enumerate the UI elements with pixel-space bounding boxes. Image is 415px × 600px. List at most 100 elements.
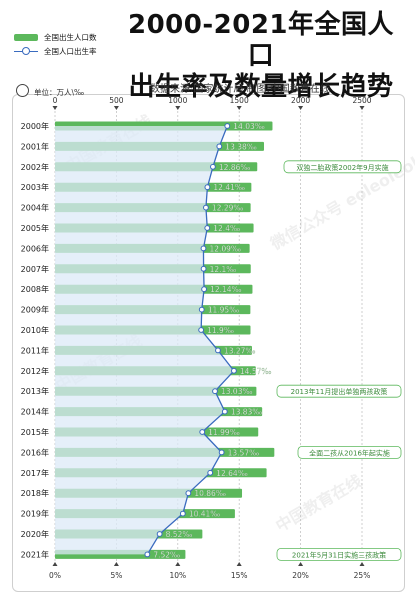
birth-rate-value-label: 10.86‰ — [194, 489, 226, 498]
year-label: 2019年 — [21, 509, 49, 519]
birth-rate-value-label: 14.57‰ — [240, 367, 272, 376]
year-label: 2011年 — [21, 345, 49, 355]
birth-rate-value-label: 13.38‰ — [225, 142, 257, 151]
birth-rate-point — [204, 225, 211, 231]
bottom-axis-tick-label: 0% — [49, 571, 61, 580]
title-line-2: 出生率及数量增长趋势 — [128, 72, 394, 102]
birth-rate-point — [179, 510, 186, 517]
birth-rate-point — [218, 449, 225, 456]
year-label: 2012年 — [21, 366, 49, 376]
birth-rate-point — [207, 469, 214, 476]
birth-rate-value-label: 12.14‰ — [210, 285, 242, 294]
birth-rate-value-label: 12.29‰ — [212, 204, 244, 213]
year-label: 2005年 — [21, 223, 49, 233]
top-axis-tick-marker — [298, 106, 304, 110]
bar-swatch-icon — [14, 33, 38, 41]
year-label: 2020年 — [21, 529, 49, 539]
bottom-axis-tick-label: 5% — [110, 571, 122, 580]
birth-rate-value-label: 12.1‰ — [210, 265, 237, 274]
top-axis-tick-label: 2500 — [352, 96, 371, 105]
birth-rate-point — [156, 531, 163, 537]
birth-rate-value-label: 14.03‰ — [233, 122, 265, 131]
top-axis-tick-marker — [175, 106, 181, 110]
bottom-axis-tick-marker — [175, 562, 181, 566]
birth-rate-point — [200, 265, 207, 272]
birth-rate-value-label: 13.83‰ — [231, 408, 263, 417]
birth-rate-value-label: 12.41‰ — [213, 183, 245, 192]
birth-rate-value-label: 11.9‰ — [207, 326, 234, 335]
birth-rate-point — [200, 245, 207, 252]
birth-rate-value-label: 10.41‰ — [189, 510, 221, 519]
bottom-axis-tick-marker — [298, 562, 304, 566]
year-label: 2003年 — [21, 182, 49, 192]
title-line-1: 2000-2021年全国人口 — [127, 10, 395, 71]
legend-item-births: 全国出生人口数 — [14, 30, 129, 44]
year-label: 2000年 — [21, 121, 49, 131]
bottom-axis-tick-label: 10% — [169, 571, 186, 580]
bottom-axis-tick-label: 15% — [231, 571, 248, 580]
birth-rate-value-label: 13.57‰ — [228, 448, 260, 457]
bottom-axis-tick-label: 25% — [354, 571, 371, 580]
birth-rate-value-label: 11.95‰ — [208, 306, 240, 315]
policy-annotation-text: 双独二胎政策2002年9月实施 — [296, 163, 388, 172]
year-label: 2016年 — [21, 447, 49, 457]
bottom-axis-tick-marker — [52, 562, 58, 566]
birth-rate-line — [146, 125, 235, 555]
year-label: 2008年 — [21, 284, 49, 294]
policy-annotation-text: 全面二孩从2016年起实施 — [309, 448, 390, 457]
policy-annotation-box — [297, 445, 402, 459]
birth-rate-point — [231, 367, 237, 374]
unit-label: 单位：万人\‰ — [34, 88, 85, 97]
legend-item-birth-rate: 全国人口出生率 — [14, 44, 129, 58]
birth-rate-point — [224, 123, 231, 129]
bottom-axis-tick-marker — [113, 562, 119, 566]
source-credit: 数据来源:国家统计局 制图:中国教育在线 — [150, 84, 330, 95]
birth-rate-value-label: 12.4‰ — [213, 224, 240, 233]
birth-rate-point — [221, 408, 228, 415]
birth-rate-point — [199, 429, 206, 435]
year-label: 2001年 — [21, 141, 49, 151]
birth-rate-point — [204, 184, 211, 191]
year-label: 2006年 — [21, 243, 49, 253]
bottom-axis-tick-label: 20% — [292, 571, 309, 580]
year-label: 2017年 — [21, 468, 49, 478]
birth-rate-point — [198, 306, 205, 313]
birth-rate-value-label: 13.27‰ — [224, 346, 256, 355]
top-axis-tick-label: 2000 — [291, 96, 310, 105]
birth-rate-value-label: 7.52‰ — [153, 550, 180, 559]
birth-rate-point — [185, 490, 192, 497]
year-label: 2021年 — [21, 549, 49, 559]
birth-rate-value-label: 13.03‰ — [221, 387, 253, 396]
birth-rate-point — [198, 327, 205, 333]
birth-rate-value-label: 11.99‰ — [208, 428, 240, 437]
top-axis-tick-label: 1500 — [230, 96, 249, 105]
line-marker-icon — [14, 47, 38, 55]
birth-rate-point — [210, 163, 216, 170]
top-axis-tick-marker — [52, 106, 58, 110]
legend-label-birth-rate: 全国人口出生率 — [44, 46, 97, 56]
top-axis-tick-label: 500 — [109, 96, 124, 105]
policy-annotation-box — [276, 384, 402, 398]
year-label: 2014年 — [21, 407, 49, 417]
year-label: 2009年 — [21, 305, 49, 315]
top-axis-tick-marker — [359, 106, 365, 110]
top-axis-tick-marker — [113, 106, 119, 110]
legend: 全国出生人口数 全国人口出生率 — [14, 30, 129, 58]
birth-rate-value-label: 8.52‰ — [166, 530, 193, 539]
top-axis-tick-label: 0 — [53, 96, 58, 105]
page-title: 2000-2021年全国人口 出生率及数量增长趋势 — [115, 10, 407, 103]
birth-rate-point — [144, 551, 151, 558]
birth-rate-point — [215, 347, 221, 354]
policy-annotation-box — [283, 160, 402, 174]
policy-annotation-text: 2013年11月提出单独两孩政策 — [291, 387, 388, 396]
birth-rate-point — [216, 143, 223, 150]
year-label: 2004年 — [21, 203, 49, 213]
chart-panel — [12, 94, 405, 592]
policy-annotation-text: 2021年5月31日实施三孩政策 — [292, 550, 386, 559]
top-axis-tick-marker — [236, 106, 242, 110]
year-label: 2007年 — [21, 264, 49, 274]
birth-rate-point — [203, 204, 209, 211]
birth-rate-value-label: 12.86‰ — [219, 163, 251, 172]
